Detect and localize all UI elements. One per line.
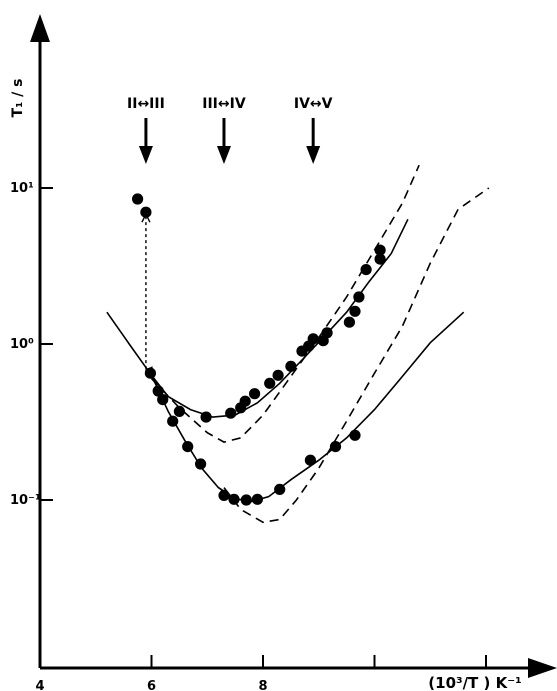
data-point (264, 377, 276, 389)
data-point (329, 441, 342, 453)
y-tick-label: 10¹ (10, 181, 34, 196)
y-tick-label: 10⁻¹ (10, 493, 41, 508)
data-point (251, 493, 263, 505)
dashed-curve-4 (223, 187, 490, 524)
phase-transition-label: III↔IV (202, 96, 246, 112)
data-point (304, 454, 316, 466)
y-tick-label: 10⁰ (10, 337, 34, 352)
data-point (152, 385, 164, 397)
data-point (228, 493, 240, 505)
data-point (349, 305, 361, 317)
data-point (157, 394, 169, 406)
solid-fit-curve-1 (106, 218, 409, 418)
phase-transition-arrowhead (306, 146, 321, 164)
data-point (167, 415, 179, 427)
phase-transition-arrowhead (216, 146, 231, 164)
data-point (360, 264, 372, 276)
x-tick-label: 6 (147, 679, 156, 691)
data-point (240, 494, 252, 506)
x-axis-label: (10³/T ) K⁻¹ (428, 674, 521, 691)
data-point (132, 193, 144, 205)
data-point (182, 441, 194, 453)
data-point (173, 405, 185, 417)
dashed-curve-3 (150, 164, 420, 443)
data-point (321, 327, 333, 339)
data-point (195, 458, 207, 470)
solid-fit-curve-2 (150, 311, 465, 503)
data-point (249, 388, 261, 400)
y-axis-arrowhead (30, 14, 50, 42)
x-tick-label: 4 (35, 679, 44, 691)
data-point (343, 316, 355, 328)
data-point (374, 253, 386, 265)
y-axis-label: T₁ / s (10, 79, 26, 118)
data-point (374, 244, 386, 256)
data-point (225, 407, 237, 419)
x-axis-arrowhead (528, 658, 557, 678)
data-point (200, 411, 212, 423)
x-tick-label: 8 (258, 679, 267, 691)
phase-transition-label: II↔III (127, 96, 165, 112)
phase-transition-label: IV↔V (294, 96, 333, 112)
data-point (353, 291, 365, 303)
data-point (239, 395, 251, 407)
phase-transition-arrowhead (138, 146, 153, 164)
data-point (349, 429, 361, 441)
data-point (274, 483, 286, 495)
data-point (144, 367, 156, 379)
data-point (272, 369, 284, 381)
data-point (218, 489, 230, 501)
data-point (285, 360, 297, 372)
data-point (307, 333, 319, 345)
data-point (140, 206, 152, 218)
